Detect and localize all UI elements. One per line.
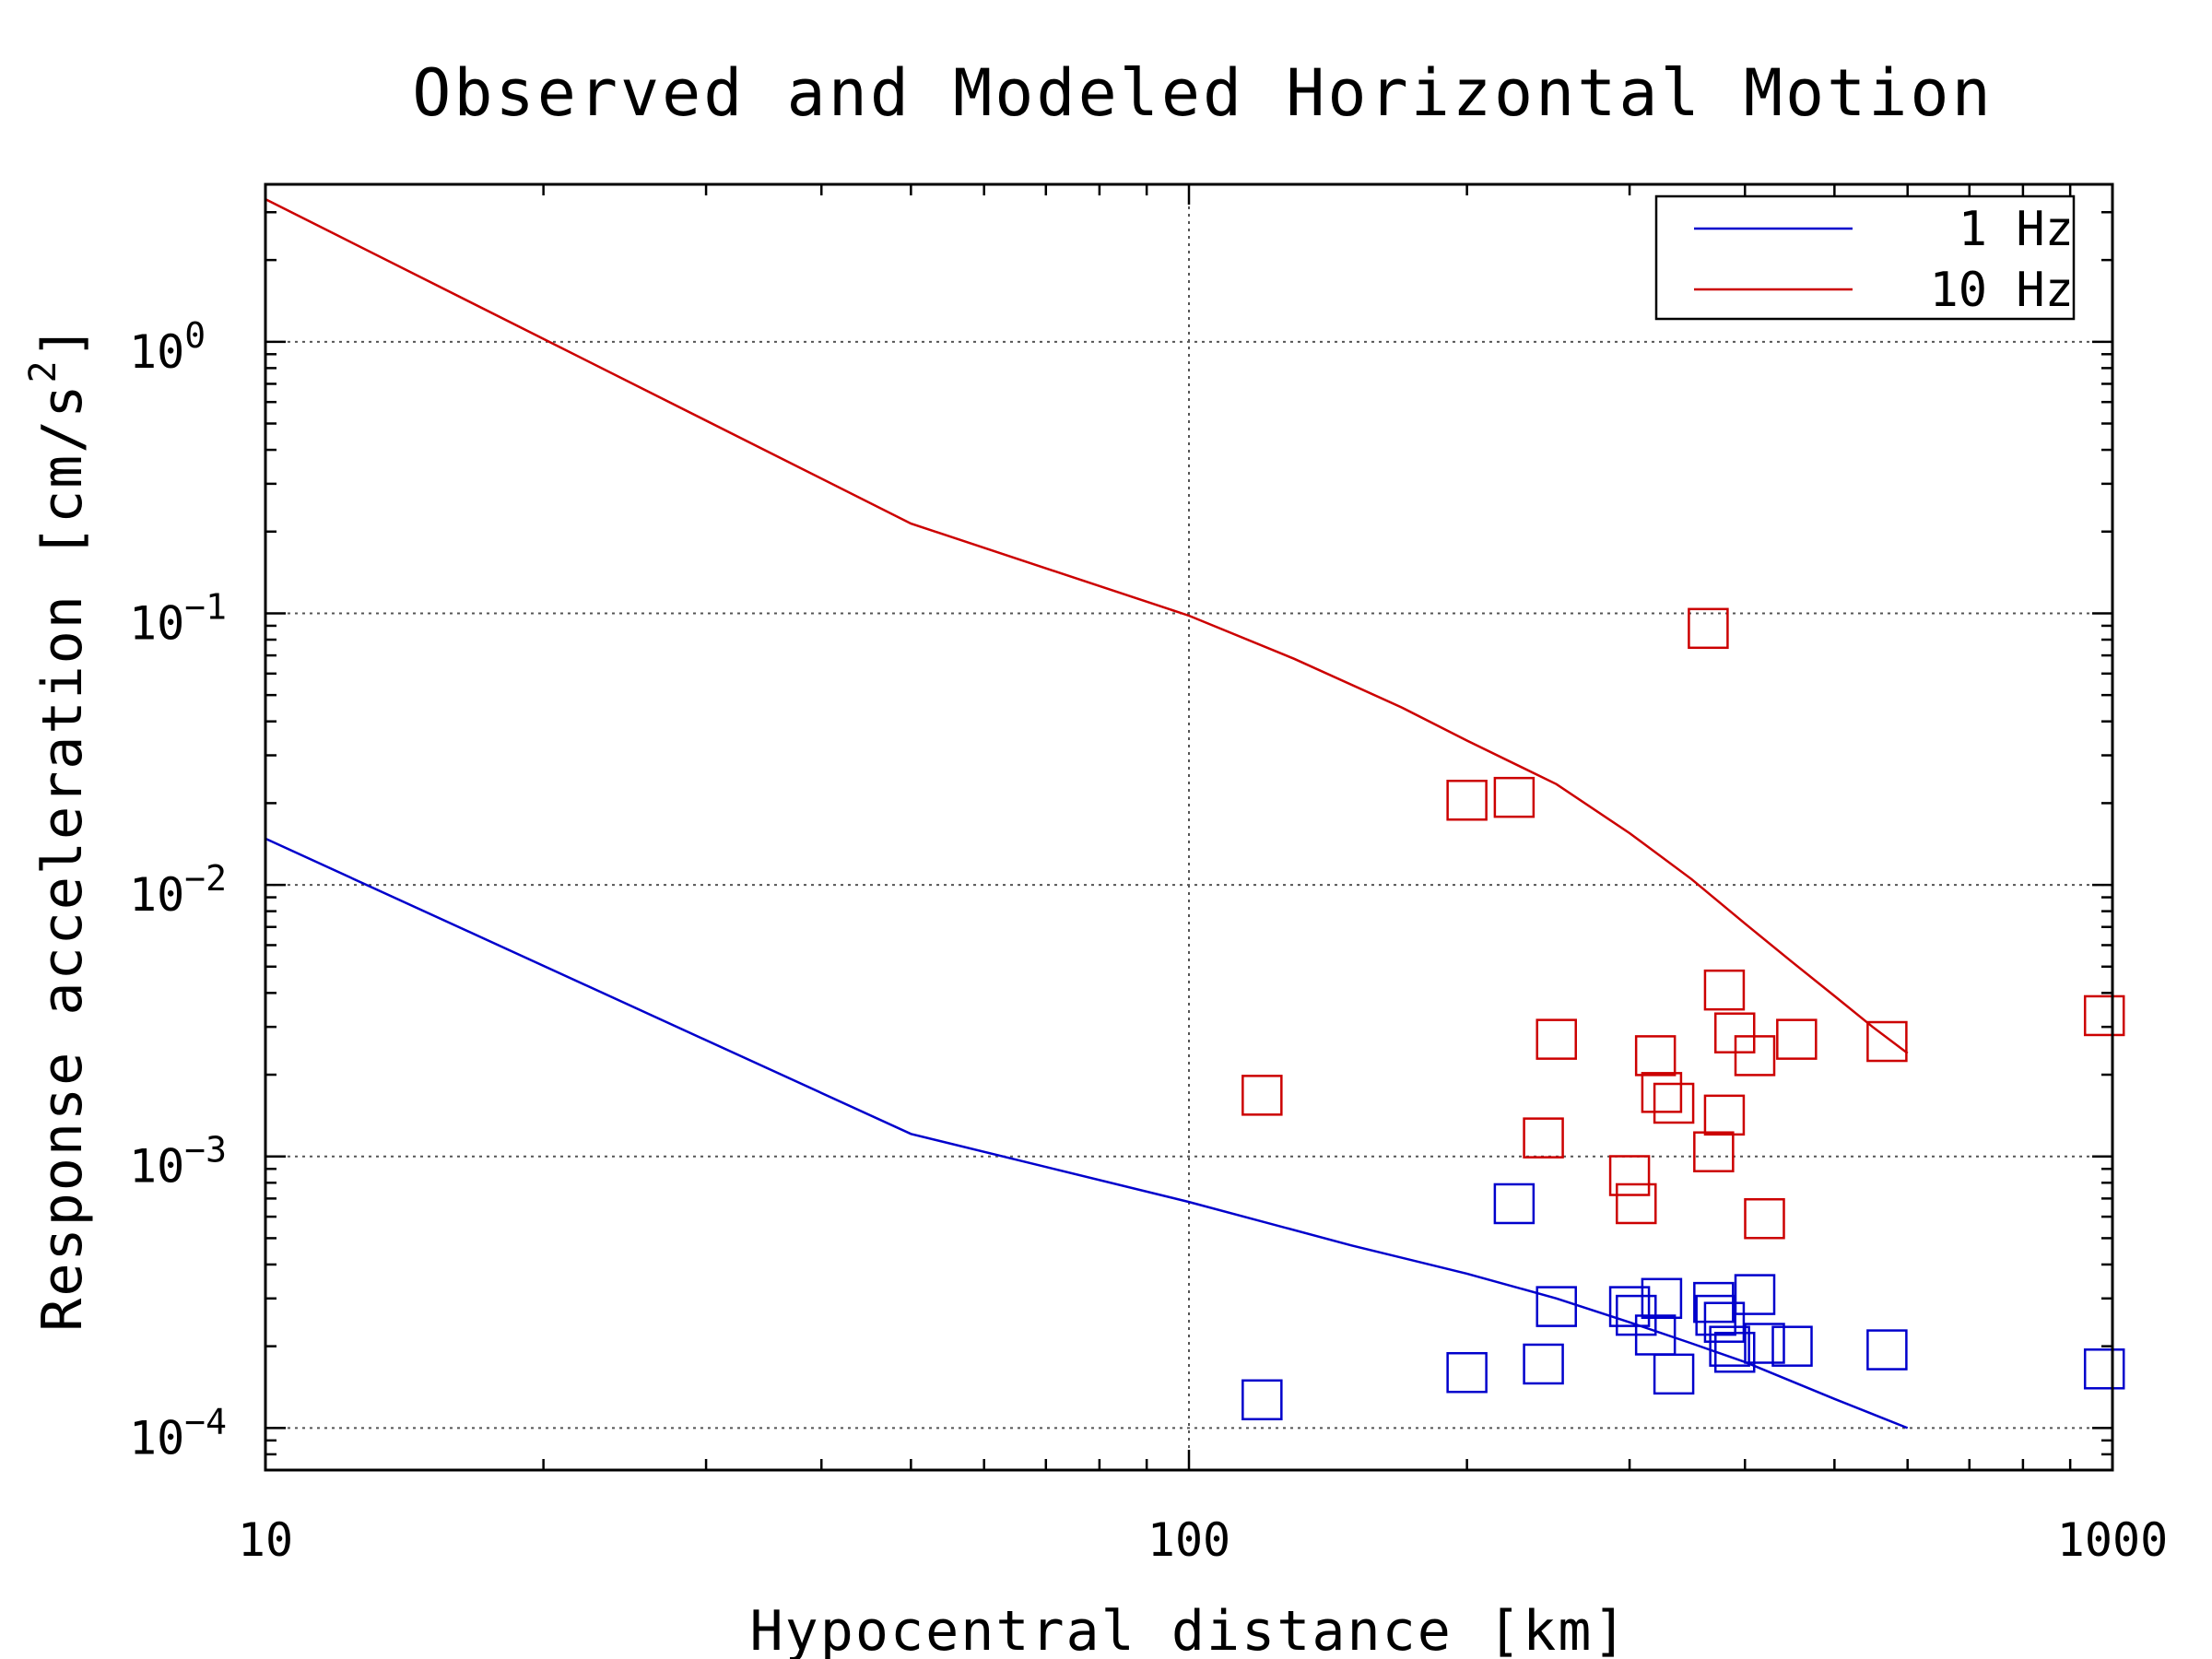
observed-point-10hz: [2083, 994, 2125, 1037]
legend-label-1hz: 1 Hz: [1959, 202, 2074, 257]
observed-point-1hz: [1709, 1325, 1750, 1367]
series-1hz: [265, 837, 2125, 1430]
x-tick-label: 10: [238, 1513, 293, 1567]
observed-point-10hz: [1634, 1035, 1677, 1077]
legend: 1 Hz 10 Hz: [1654, 194, 2076, 321]
observed-point-1hz: [1493, 1182, 1535, 1225]
grid: [265, 184, 2112, 1470]
y-tick-label: 10−4: [129, 1401, 227, 1465]
x-tick-labels: 10 100 1000: [238, 1513, 2168, 1567]
observed-point-10hz: [1641, 1072, 1683, 1113]
observed-point-10hz: [1703, 1094, 1746, 1136]
model-line-10hz: [265, 197, 1909, 1054]
y-tick-label: 10−1: [129, 586, 227, 650]
observed-point-1hz: [1703, 1301, 1746, 1343]
observed-point-1hz: [1695, 1294, 1736, 1336]
x-axis-label: Hypocentral distance [km]: [749, 1599, 1628, 1659]
observed-point-10hz: [1446, 779, 1488, 821]
x-tick-label: 100: [1147, 1513, 1230, 1567]
observed-point-10hz: [1241, 1075, 1283, 1116]
observed-point-10hz: [1866, 1020, 1908, 1063]
observed-point-10hz: [1616, 1182, 1657, 1225]
observed-point-1hz: [1734, 1274, 1776, 1315]
series-layer: [265, 197, 2125, 1430]
observed-point-1hz: [1653, 1353, 1695, 1395]
observed-point-1hz: [1866, 1329, 1908, 1371]
observed-point-10hz: [1653, 1082, 1695, 1124]
legend-box: [1654, 194, 2076, 321]
observed-point-10hz: [1608, 1155, 1651, 1196]
observed-point-10hz: [1493, 776, 1535, 818]
observed-point-1hz: [1744, 1323, 1785, 1364]
observed-point-1hz: [1535, 1286, 1577, 1327]
y-axis-label: Response acceleration [cm/s2]: [22, 324, 95, 1332]
y-tick-label: 100: [129, 315, 206, 379]
series-10hz: [265, 197, 2125, 1240]
observed-point-10hz: [1703, 969, 1746, 1011]
observed-point-10hz: [1693, 1131, 1735, 1172]
tick-marks: [264, 184, 2114, 1472]
chart-title: Observed and Modeled Horizontal Motion: [412, 55, 1993, 131]
y-tick-label: 10−2: [129, 858, 227, 922]
y-axis-label-end: ]: [30, 324, 95, 359]
observed-point-1hz: [1608, 1286, 1651, 1327]
observed-point-1hz: [1523, 1343, 1564, 1385]
observed-point-10hz: [1523, 1117, 1564, 1159]
y-axis-label-superscript: 2: [22, 359, 65, 382]
observed-point-1hz: [1713, 1331, 1756, 1373]
y-axis-label-main: Response acceleration [cm/s: [30, 382, 95, 1331]
observed-point-10hz: [1688, 607, 1729, 650]
observed-point-10hz: [1734, 1035, 1776, 1077]
observed-point-1hz: [1446, 1351, 1488, 1394]
observed-point-10hz: [1535, 1018, 1577, 1060]
observed-point-1hz: [1241, 1379, 1283, 1421]
observed-point-1hz: [1771, 1325, 1813, 1367]
observed-point-10hz: [1744, 1197, 1785, 1240]
y-tick-label: 10−3: [129, 1130, 227, 1194]
observed-point-1hz: [2083, 1348, 2125, 1390]
observed-point-1hz: [1641, 1277, 1683, 1320]
x-tick-label: 1000: [2057, 1513, 2168, 1567]
legend-label-10hz: 10 Hz: [1929, 263, 2074, 318]
observed-point-10hz: [1776, 1018, 1818, 1060]
model-line-1hz: [265, 837, 1909, 1430]
y-tick-labels: 100 10−1 10−2 10−3 10−4: [129, 315, 227, 1465]
